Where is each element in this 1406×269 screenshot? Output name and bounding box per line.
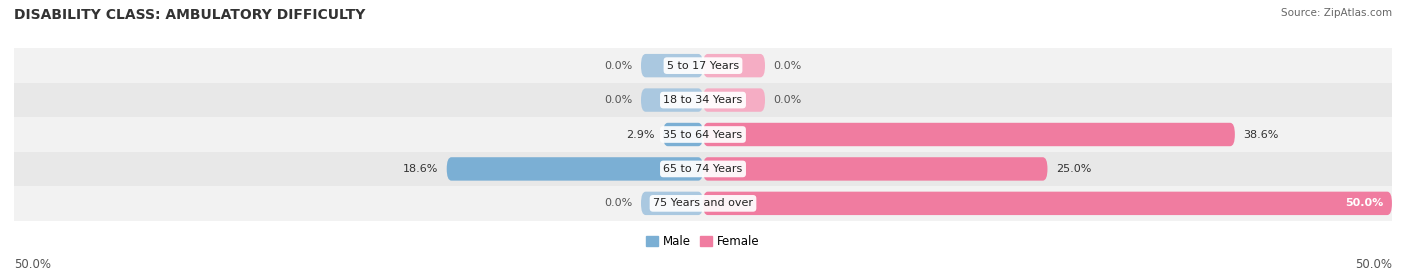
Text: 65 to 74 Years: 65 to 74 Years [664, 164, 742, 174]
FancyBboxPatch shape [664, 123, 703, 146]
Text: Source: ZipAtlas.com: Source: ZipAtlas.com [1281, 8, 1392, 18]
FancyBboxPatch shape [703, 88, 765, 112]
Bar [14, 152, 1392, 186]
Legend: Male, Female: Male, Female [641, 230, 765, 253]
Text: 0.0%: 0.0% [773, 61, 801, 71]
FancyBboxPatch shape [447, 157, 703, 181]
Text: 2.9%: 2.9% [626, 129, 655, 140]
Text: 38.6%: 38.6% [1243, 129, 1278, 140]
Text: 50.0%: 50.0% [14, 258, 51, 269]
Text: 50.0%: 50.0% [1346, 198, 1384, 208]
Text: 18 to 34 Years: 18 to 34 Years [664, 95, 742, 105]
Text: 0.0%: 0.0% [605, 61, 633, 71]
Text: DISABILITY CLASS: AMBULATORY DIFFICULTY: DISABILITY CLASS: AMBULATORY DIFFICULTY [14, 8, 366, 22]
Text: 0.0%: 0.0% [605, 95, 633, 105]
FancyBboxPatch shape [703, 123, 1234, 146]
Text: 18.6%: 18.6% [404, 164, 439, 174]
Text: 0.0%: 0.0% [605, 198, 633, 208]
Text: 0.0%: 0.0% [773, 95, 801, 105]
FancyBboxPatch shape [641, 88, 703, 112]
Text: 5 to 17 Years: 5 to 17 Years [666, 61, 740, 71]
Text: 75 Years and over: 75 Years and over [652, 198, 754, 208]
FancyBboxPatch shape [641, 192, 703, 215]
Text: 35 to 64 Years: 35 to 64 Years [664, 129, 742, 140]
FancyBboxPatch shape [641, 54, 703, 77]
FancyBboxPatch shape [703, 157, 1047, 181]
Bar [14, 117, 1392, 152]
FancyBboxPatch shape [703, 54, 765, 77]
Text: 25.0%: 25.0% [1056, 164, 1091, 174]
Bar [14, 83, 1392, 117]
Text: 50.0%: 50.0% [1355, 258, 1392, 269]
Bar [14, 186, 1392, 221]
FancyBboxPatch shape [703, 192, 1392, 215]
Bar [14, 48, 1392, 83]
